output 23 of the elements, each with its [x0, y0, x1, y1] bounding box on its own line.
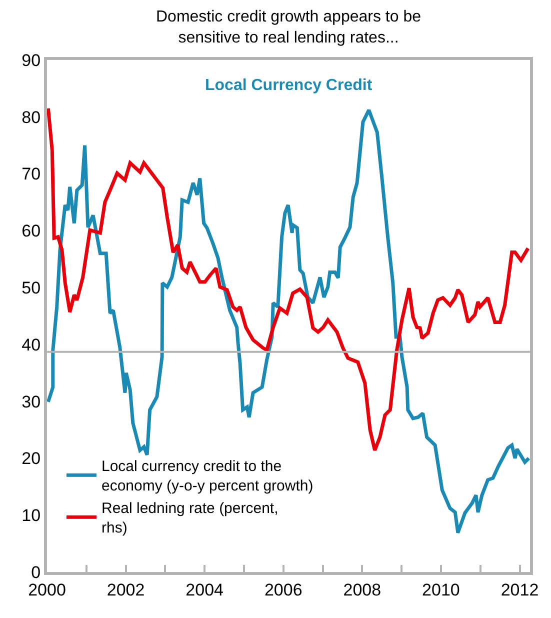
chart-title: Domestic credit growth appears to be sensitive to real lending rates...	[156, 8, 422, 46]
y-tick-label: 20	[22, 449, 41, 468]
x-tick-label: 2000	[28, 580, 66, 600]
x-tick-label: 2012	[500, 580, 539, 600]
line-series	[47, 108, 530, 534]
y-tick-label: 50	[22, 278, 41, 298]
annotation: Local Currency Credit	[205, 77, 373, 94]
y-tick-label: 10	[22, 506, 41, 526]
y-tick-label: 40	[22, 335, 41, 354]
y-tick-label: 80	[22, 108, 41, 127]
x-tick-label: 2008	[343, 580, 382, 600]
y-tick-label: 70	[22, 164, 41, 184]
y-tick-label: 60	[22, 222, 41, 241]
y-tick-label: 90	[22, 50, 41, 70]
y-tick-label: 30	[22, 392, 41, 412]
line-series	[47, 106, 530, 452]
x-tick-label: 2002	[106, 580, 145, 600]
y-tick-label: 0	[31, 562, 41, 582]
x-tick-label: 2010	[422, 580, 460, 600]
x-tick-label: 2004	[186, 580, 224, 600]
x-tick-label: 2006	[264, 580, 302, 600]
legend-label: Real ledning rate (percent, rhs)	[101, 500, 278, 537]
legend-label: Local currency credit to the economy (y-o-y percent growth)	[101, 458, 314, 495]
